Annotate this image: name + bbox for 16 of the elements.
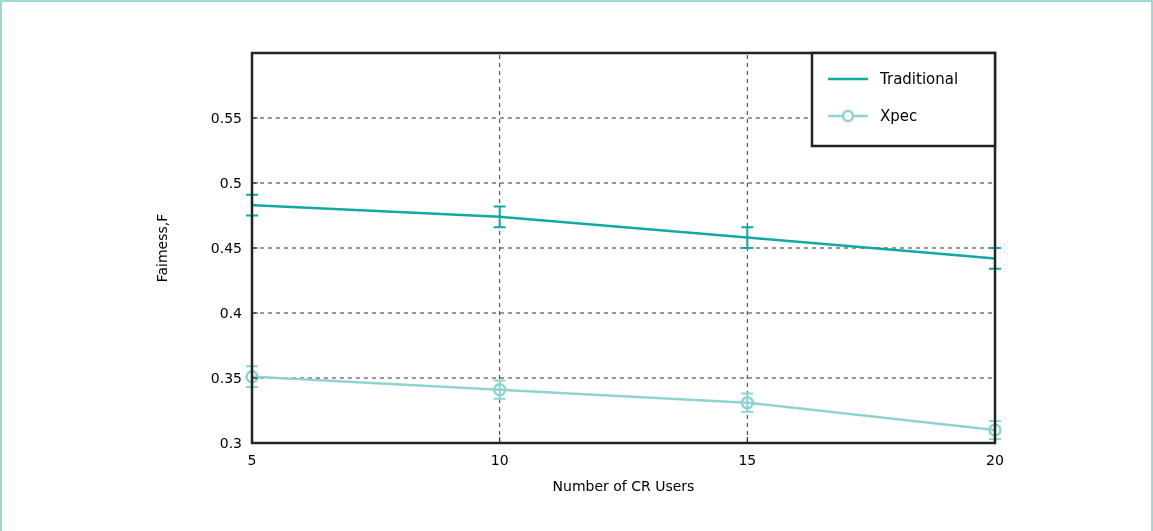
legend-label: Traditional: [879, 70, 959, 88]
x-tick-label: 15: [738, 452, 757, 468]
y-tick-label: 0.3: [219, 435, 242, 451]
y-axis-title: Faimess,F: [154, 213, 170, 283]
x-tick-label: 5: [247, 452, 257, 468]
legend-label: Xpec: [880, 107, 918, 125]
x-tick-label: 20: [986, 452, 1004, 468]
point: [245, 369, 259, 384]
y-tick-label: 0.45: [210, 240, 242, 256]
y-tick-label: 0.55: [210, 110, 242, 126]
y-tick-label: 0.5: [219, 175, 242, 191]
y-tick-label: 0.4: [219, 305, 243, 321]
x-tick-label: 10: [490, 452, 509, 468]
line-series: [250, 203, 997, 260]
x-axis-title: Number of CR Users: [552, 478, 695, 494]
y-tick-label: 0.35: [210, 370, 242, 386]
